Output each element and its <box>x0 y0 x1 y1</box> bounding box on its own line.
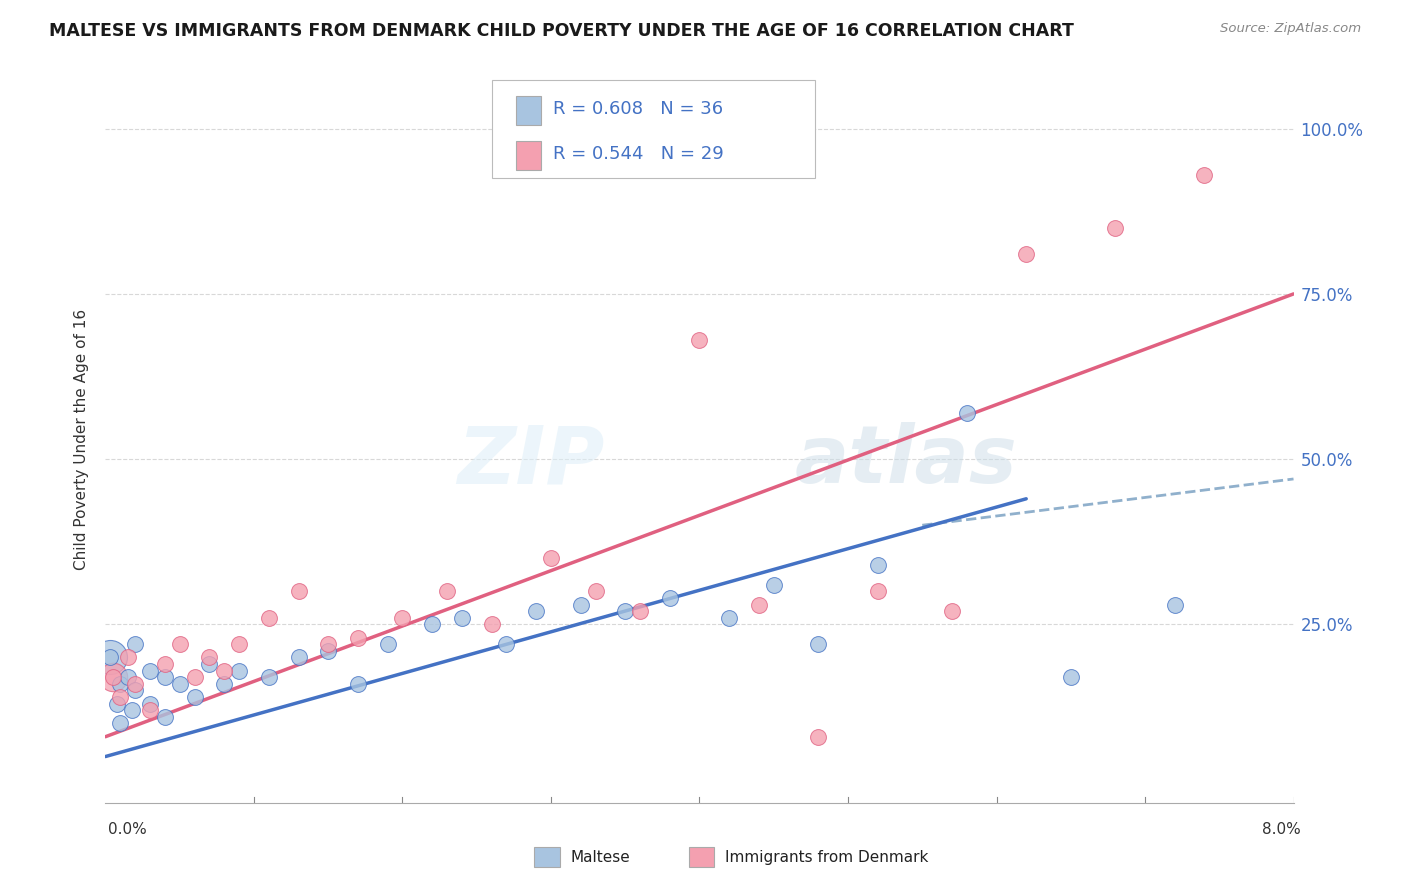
Point <box>316 644 339 658</box>
Point <box>110 690 132 704</box>
Text: Immigrants from Denmark: Immigrants from Denmark <box>725 850 929 864</box>
Point <box>124 683 146 698</box>
Point <box>347 677 370 691</box>
Point <box>124 677 146 691</box>
Point <box>1194 168 1216 182</box>
Text: R = 0.608   N = 36: R = 0.608 N = 36 <box>553 100 723 119</box>
Point <box>183 690 205 704</box>
Point <box>101 670 124 684</box>
Point <box>110 716 132 731</box>
Point <box>198 650 221 665</box>
Point <box>1104 220 1126 235</box>
Text: 8.0%: 8.0% <box>1261 822 1301 837</box>
Point <box>214 664 236 678</box>
Point <box>420 617 443 632</box>
Point <box>658 591 681 605</box>
Point <box>377 637 399 651</box>
Point <box>101 670 124 684</box>
Text: atlas: atlas <box>794 422 1018 500</box>
Point <box>1164 598 1187 612</box>
Point <box>689 333 711 347</box>
Point <box>585 584 607 599</box>
Point <box>866 584 889 599</box>
Point <box>257 670 280 684</box>
Point <box>139 664 162 678</box>
Point <box>866 558 889 572</box>
Point <box>110 677 132 691</box>
Point <box>748 598 770 612</box>
Point <box>287 584 309 599</box>
Point <box>198 657 221 671</box>
Point <box>540 551 562 566</box>
Point <box>117 670 139 684</box>
Point <box>347 631 370 645</box>
Point <box>228 637 250 651</box>
Text: Source: ZipAtlas.com: Source: ZipAtlas.com <box>1220 22 1361 36</box>
Point <box>1015 247 1038 261</box>
Point <box>481 617 503 632</box>
Point <box>153 670 176 684</box>
Point <box>228 664 250 678</box>
Text: Maltese: Maltese <box>571 850 630 864</box>
Text: ZIP: ZIP <box>457 422 605 500</box>
Point <box>183 670 205 684</box>
Point <box>524 604 547 618</box>
Point <box>139 703 162 717</box>
Point <box>316 637 339 651</box>
Point <box>105 697 128 711</box>
Point <box>807 730 830 744</box>
Point <box>117 650 139 665</box>
Point <box>169 637 191 651</box>
Text: 0.0%: 0.0% <box>108 822 148 837</box>
Point <box>257 611 280 625</box>
Point <box>124 637 146 651</box>
Point <box>941 604 963 618</box>
Point <box>614 604 637 618</box>
Point <box>956 406 979 420</box>
Point <box>214 677 236 691</box>
Point <box>98 650 121 665</box>
Point <box>153 657 176 671</box>
Y-axis label: Child Poverty Under the Age of 16: Child Poverty Under the Age of 16 <box>75 309 90 570</box>
Point <box>98 650 121 665</box>
Text: R = 0.544   N = 29: R = 0.544 N = 29 <box>553 145 723 163</box>
Point <box>450 611 472 625</box>
Point <box>569 598 592 612</box>
Point <box>153 710 176 724</box>
Point <box>628 604 651 618</box>
Point <box>718 611 741 625</box>
Point <box>762 578 785 592</box>
Point <box>807 637 830 651</box>
Point <box>169 677 191 691</box>
Point <box>121 703 143 717</box>
Point <box>495 637 517 651</box>
Point <box>391 611 413 625</box>
Point <box>436 584 458 599</box>
Point <box>287 650 309 665</box>
Point <box>139 697 162 711</box>
Text: MALTESE VS IMMIGRANTS FROM DENMARK CHILD POVERTY UNDER THE AGE OF 16 CORRELATION: MALTESE VS IMMIGRANTS FROM DENMARK CHILD… <box>49 22 1074 40</box>
Point <box>1060 670 1083 684</box>
